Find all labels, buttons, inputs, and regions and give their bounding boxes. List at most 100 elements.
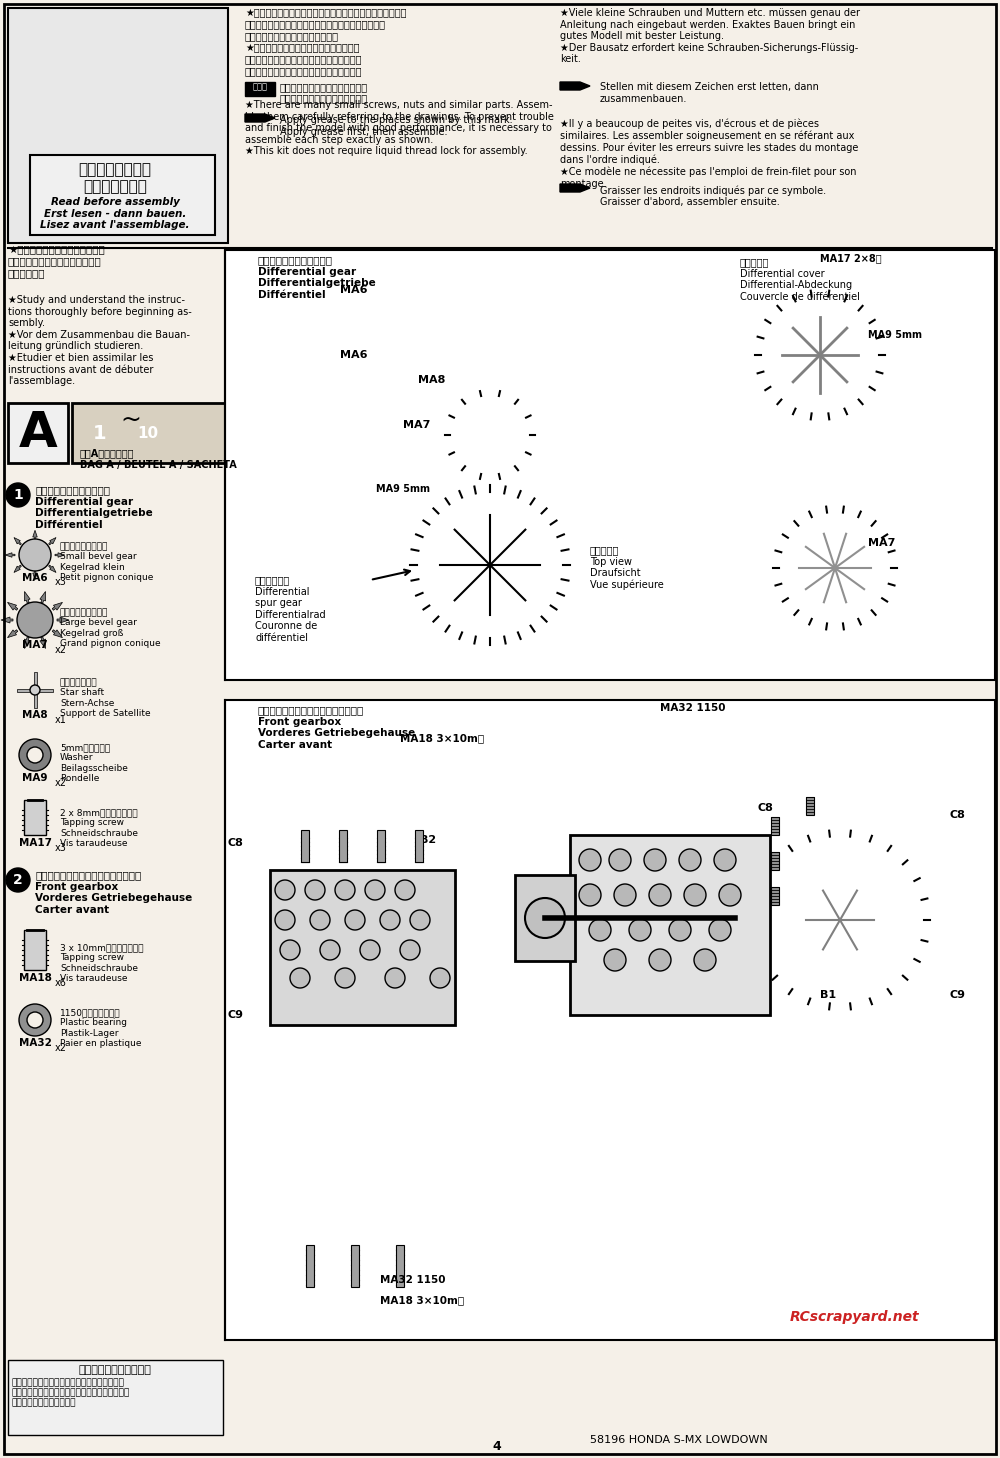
Circle shape [130,416,166,451]
FancyArrow shape [580,445,680,475]
Circle shape [310,910,330,930]
Bar [771,816,779,835]
FancyArrow shape [411,347,423,353]
Circle shape [275,910,295,930]
Circle shape [400,940,420,959]
FancyArrow shape [488,363,512,386]
Text: ~: ~ [120,408,141,432]
Bar [306,1245,314,1287]
Text: 10: 10 [137,426,159,440]
Circle shape [27,746,43,763]
Circle shape [649,884,671,905]
FancyArrow shape [435,281,444,290]
FancyArrow shape [17,688,35,691]
Text: x2: x2 [55,1042,67,1053]
Circle shape [745,825,935,1015]
Circle shape [644,849,666,870]
Text: x3: x3 [55,577,67,588]
Text: Read before assembly
Erst lesen - dann bauen.
Lisez avant l'assemblage.: Read before assembly Erst lesen - dann b… [40,197,190,230]
FancyArrow shape [24,637,30,649]
Circle shape [27,1012,43,1028]
Text: グリス: グリス [252,82,268,90]
Circle shape [365,881,385,900]
Circle shape [410,910,430,930]
Text: ベベルギヤー（小）
Small bevel gear
Kegelrad klein
Petit pignon conique: ベベルギヤー（小） Small bevel gear Kegelrad klei… [60,542,153,582]
Text: x1: x1 [55,714,67,725]
FancyArrow shape [7,602,18,611]
Circle shape [468,469,512,515]
FancyArrow shape [442,372,448,383]
FancyArrow shape [40,592,46,604]
Circle shape [480,483,500,502]
Circle shape [227,701,253,728]
Bar [515,875,575,961]
Text: MA17: MA17 [18,838,52,849]
Text: MA8: MA8 [22,710,48,720]
Bar [24,800,46,835]
Text: ベベルギヤー（大）
Large bevel gear
Kegelrad groß
Grand pignon conique: ベベルギヤー（大） Large bevel gear Kegelrad groß… [60,608,161,649]
FancyArrow shape [421,364,430,375]
FancyArrow shape [34,672,36,690]
Circle shape [6,483,30,507]
Text: MA9 5mm: MA9 5mm [868,330,922,340]
Text: ★Il y a beaucoup de peites vis, d'écrous et de pièces
similaires. Les assembler : ★Il y a beaucoup de peites vis, d'écrous… [560,118,858,190]
Circle shape [762,297,878,413]
FancyArrow shape [560,82,590,90]
Circle shape [830,910,850,930]
Circle shape [589,919,611,940]
Circle shape [709,919,731,940]
Text: 1: 1 [93,423,107,442]
Text: 4: 4 [493,1441,501,1454]
Bar [415,830,423,862]
Text: MA6: MA6 [340,284,368,295]
Text: 「デフギヤーの組み立て」
Differential gear
Differentialgetriebe
Différentiel: 「デフギヤーの組み立て」 Differential gear Different… [258,255,376,300]
FancyArrow shape [49,538,56,545]
Text: （上面図）
Top view
Draufsicht
Vue supérieure: （上面図） Top view Draufsicht Vue supérieure [590,545,664,590]
Text: タミヤニュースを読もう: タミヤニュースを読もう [79,1365,151,1375]
Circle shape [305,881,325,900]
Text: MA6: MA6 [340,350,368,360]
Text: 2: 2 [13,873,23,886]
Bar [270,870,455,1025]
Circle shape [320,940,340,959]
Circle shape [609,849,631,870]
Circle shape [6,868,30,892]
Text: ★組立てに入る前に説明図を最後
まてよく見て、全体の流れをつか
んて下さい。: ★組立てに入る前に説明図を最後 まてよく見て、全体の流れをつか んて下さい。 [8,245,105,278]
FancyArrow shape [396,281,405,290]
FancyArrow shape [33,570,37,580]
Bar [377,830,385,862]
Text: 1150プラベアリング
Plastic bearing
Plastik-Lager
Paier en plastique: 1150プラベアリング Plastic bearing Plastik-Lage… [60,1007,142,1048]
Circle shape [290,968,310,989]
Text: ベベルシャフト
Star shaft
Stern-Achse
Support de Satellite: ベベルシャフト Star shaft Stern-Achse Support d… [60,678,151,719]
Circle shape [280,940,300,959]
FancyArrow shape [468,383,492,407]
Bar [72,402,232,464]
Text: Stellen mit diesem Zeichen erst letten, dann
zusammenbauen.: Stellen mit diesem Zeichen erst letten, … [600,82,819,104]
Bar [50,149,110,208]
FancyArrow shape [7,630,18,637]
Text: RCscrapyard.net: RCscrapyard.net [790,1309,920,1324]
Text: ★お買い求めの際、また組立ての前には必ず内容をお確め下
さい。万一不良部品、不足部品などありましたら、お
買い求めの販売店にご相談下さい。
★小さなビス、ナット: ★お買い求めの際、また組立ての前には必ず内容をお確め下 さい。万一不良部品、不足… [245,7,406,76]
FancyArrow shape [49,566,56,573]
Circle shape [579,884,601,905]
Circle shape [19,739,51,771]
Text: MA32 1150: MA32 1150 [380,1274,446,1284]
Circle shape [385,968,405,989]
FancyArrow shape [560,184,590,192]
Text: MA17 2×8㎜: MA17 2×8㎜ [820,254,882,262]
FancyArrow shape [24,592,30,604]
Bar [225,700,995,1340]
Bar [8,7,228,243]
Text: B1: B1 [820,990,836,1000]
FancyArrow shape [40,637,46,649]
Circle shape [128,69,192,133]
Text: 1: 1 [13,488,23,502]
Circle shape [335,881,355,900]
Text: デフカバー
Differential cover
Differential-Abdeckung
Couvercle de différentiel: デフカバー Differential cover Differential-Ab… [740,257,860,302]
Bar [771,851,779,870]
Text: 5mmワッシャー
Washer
Beilagsscheibe
Rondelle: 5mmワッシャー Washer Beilagsscheibe Rondelle [60,744,128,783]
Circle shape [825,558,845,577]
Text: C8: C8 [950,811,966,819]
Circle shape [335,968,355,989]
Text: ★Viele kleine Schrauben und Muttern etc. müssen genau der
Anleitung nach eingeba: ★Viele kleine Schrauben und Muttern etc.… [560,7,860,64]
